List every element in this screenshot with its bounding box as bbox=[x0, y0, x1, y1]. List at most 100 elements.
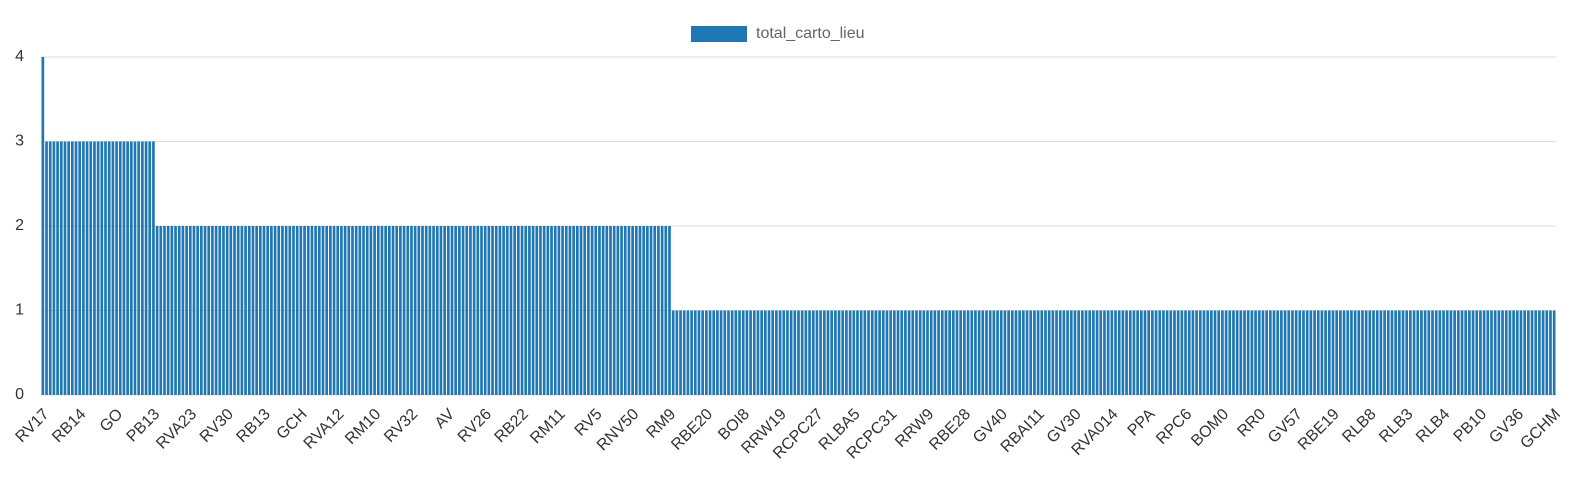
bar bbox=[668, 226, 671, 395]
bar bbox=[542, 226, 546, 395]
bar bbox=[450, 226, 454, 395]
bar bbox=[528, 226, 531, 395]
bar bbox=[159, 226, 163, 395]
bar bbox=[708, 310, 712, 395]
bar bbox=[1136, 310, 1139, 395]
bar bbox=[284, 226, 288, 395]
bar bbox=[1449, 310, 1453, 395]
bar bbox=[1213, 310, 1217, 395]
bar bbox=[1497, 310, 1501, 395]
bar bbox=[940, 310, 944, 395]
bar bbox=[1176, 310, 1180, 395]
bar bbox=[1460, 310, 1464, 395]
bar bbox=[546, 226, 550, 395]
bar bbox=[483, 226, 487, 395]
bar bbox=[1058, 310, 1062, 395]
bar bbox=[1103, 310, 1106, 395]
bar bbox=[332, 226, 336, 395]
bar bbox=[391, 226, 395, 395]
bar bbox=[1025, 310, 1029, 395]
bar bbox=[730, 310, 734, 395]
bar bbox=[498, 226, 502, 395]
bar bbox=[778, 310, 782, 395]
bar bbox=[1080, 310, 1084, 395]
bar bbox=[1040, 310, 1044, 395]
bar bbox=[369, 226, 373, 395]
bar bbox=[1508, 310, 1512, 395]
bar bbox=[310, 226, 314, 395]
bar bbox=[918, 310, 922, 395]
bar bbox=[1202, 310, 1206, 395]
bar bbox=[627, 226, 631, 395]
bar bbox=[804, 310, 808, 395]
bar bbox=[1114, 310, 1117, 395]
x-tick-label: RVA23 bbox=[153, 406, 200, 453]
bar bbox=[336, 226, 340, 395]
bar bbox=[859, 310, 863, 395]
bar bbox=[354, 226, 358, 395]
bar bbox=[233, 226, 236, 395]
bar bbox=[288, 226, 292, 395]
bar bbox=[1110, 310, 1114, 395]
bar bbox=[657, 226, 660, 395]
bar bbox=[487, 226, 491, 395]
bar bbox=[1316, 310, 1320, 395]
bar bbox=[959, 310, 963, 395]
x-tick-label: GCHM bbox=[1517, 406, 1564, 453]
bar bbox=[1320, 310, 1324, 395]
bar bbox=[535, 226, 539, 395]
bar bbox=[1033, 310, 1036, 395]
bar bbox=[1527, 310, 1530, 395]
bar bbox=[1283, 310, 1287, 395]
x-tick-label: RBE28 bbox=[926, 406, 974, 454]
bar bbox=[1232, 310, 1235, 395]
bar bbox=[465, 226, 469, 395]
bar bbox=[904, 310, 907, 395]
bar bbox=[734, 310, 738, 395]
bar bbox=[1221, 310, 1224, 395]
bar bbox=[443, 226, 446, 395]
x-tick-label: RB14 bbox=[49, 406, 89, 446]
bar bbox=[1191, 310, 1195, 395]
bar bbox=[955, 310, 959, 395]
bar bbox=[104, 141, 107, 395]
bar bbox=[660, 226, 664, 395]
bar bbox=[85, 141, 89, 395]
bar bbox=[476, 226, 480, 395]
bar bbox=[56, 141, 59, 395]
x-tick-label: BOM0 bbox=[1188, 406, 1232, 450]
bar bbox=[874, 310, 878, 395]
bar bbox=[1018, 310, 1022, 395]
bar bbox=[255, 226, 258, 395]
bar bbox=[480, 226, 483, 395]
bar bbox=[266, 226, 270, 395]
bar bbox=[1294, 310, 1298, 395]
bar bbox=[598, 226, 601, 395]
bar bbox=[1261, 310, 1265, 395]
bar bbox=[78, 141, 82, 395]
bar bbox=[96, 141, 100, 395]
bar bbox=[1173, 310, 1176, 395]
bar bbox=[1158, 310, 1162, 395]
legend-swatch bbox=[691, 26, 747, 42]
bar bbox=[1353, 310, 1357, 395]
bar bbox=[155, 226, 159, 395]
bar bbox=[741, 310, 745, 395]
bar bbox=[373, 226, 376, 395]
bar bbox=[937, 310, 940, 395]
bar bbox=[1180, 310, 1184, 395]
bar bbox=[1084, 310, 1088, 395]
bar bbox=[1029, 310, 1033, 395]
bar bbox=[111, 141, 115, 395]
bar bbox=[380, 226, 384, 395]
bar bbox=[763, 310, 767, 395]
bar bbox=[616, 226, 620, 395]
bar bbox=[1313, 310, 1316, 395]
bar bbox=[1493, 310, 1497, 395]
bar bbox=[358, 226, 362, 395]
bar bbox=[67, 141, 70, 395]
bar bbox=[395, 226, 399, 395]
bar bbox=[848, 310, 852, 395]
bar bbox=[502, 226, 505, 395]
